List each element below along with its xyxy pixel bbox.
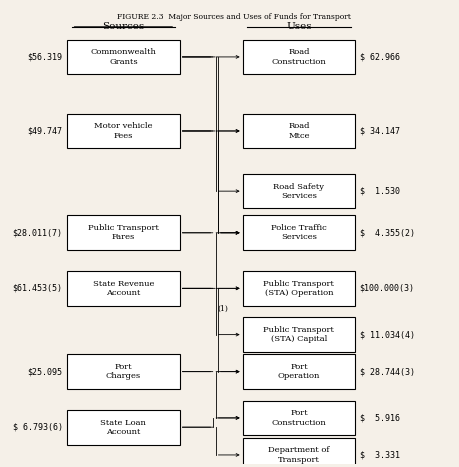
Text: $  3.331: $ 3.331 — [359, 451, 399, 460]
FancyBboxPatch shape — [242, 271, 354, 306]
Text: $  1.530: $ 1.530 — [359, 187, 399, 196]
Text: Commonwealth
Grants: Commonwealth Grants — [90, 48, 156, 65]
Text: $49.747: $49.747 — [28, 127, 62, 135]
FancyBboxPatch shape — [67, 40, 179, 74]
Text: Public Transport
(STA) Capital: Public Transport (STA) Capital — [263, 326, 334, 343]
Text: Sources: Sources — [102, 22, 144, 31]
Text: $61.453(5): $61.453(5) — [12, 284, 62, 293]
Text: $100.000(3): $100.000(3) — [359, 284, 414, 293]
Text: $28.011(7): $28.011(7) — [12, 228, 62, 237]
FancyBboxPatch shape — [242, 215, 354, 250]
Text: Public Transport
(STA) Operation: Public Transport (STA) Operation — [263, 280, 334, 297]
FancyBboxPatch shape — [242, 40, 354, 74]
Text: Department of
Transport: Department of Transport — [268, 446, 329, 464]
FancyBboxPatch shape — [242, 317, 354, 352]
FancyBboxPatch shape — [67, 410, 179, 445]
Text: $  5.916: $ 5.916 — [359, 413, 399, 423]
Text: $ 28.744(3): $ 28.744(3) — [359, 367, 414, 376]
Text: Road
Mtce: Road Mtce — [287, 122, 309, 140]
Text: $25.095: $25.095 — [28, 367, 62, 376]
Text: State Loan
Account: State Loan Account — [100, 418, 146, 436]
Text: $56.319: $56.319 — [28, 52, 62, 62]
FancyBboxPatch shape — [242, 113, 354, 149]
FancyBboxPatch shape — [242, 174, 354, 208]
Text: Uses: Uses — [285, 22, 311, 31]
Text: Road Safety
Services: Road Safety Services — [273, 183, 324, 200]
Text: Port
Construction: Port Construction — [271, 409, 325, 426]
Text: $ 62.966: $ 62.966 — [359, 52, 399, 62]
Text: Port
Operation: Port Operation — [277, 363, 319, 380]
Text: Public Transport
Fares: Public Transport Fares — [88, 224, 158, 241]
Text: FIGURE 2.3  Major Sources and Uses of Funds for Transport: FIGURE 2.3 Major Sources and Uses of Fun… — [117, 13, 350, 21]
Text: Road
Construction: Road Construction — [271, 48, 325, 65]
Text: $  4.355(2): $ 4.355(2) — [359, 228, 414, 237]
Text: State Revenue
Account: State Revenue Account — [92, 280, 154, 297]
Text: $ 34.147: $ 34.147 — [359, 127, 399, 135]
Text: Motor vehicle
Fees: Motor vehicle Fees — [94, 122, 152, 140]
FancyBboxPatch shape — [242, 401, 354, 435]
FancyBboxPatch shape — [67, 215, 179, 250]
Text: $ 6.793(6): $ 6.793(6) — [12, 423, 62, 432]
Text: $ 11.034(4): $ 11.034(4) — [359, 330, 414, 339]
Text: (1): (1) — [218, 305, 228, 313]
FancyBboxPatch shape — [242, 438, 354, 467]
FancyBboxPatch shape — [242, 354, 354, 389]
FancyBboxPatch shape — [67, 354, 179, 389]
Text: Police Traffic
Services: Police Traffic Services — [270, 224, 326, 241]
Text: Port
Charges: Port Charges — [106, 363, 140, 380]
FancyBboxPatch shape — [67, 271, 179, 306]
FancyBboxPatch shape — [67, 113, 179, 149]
